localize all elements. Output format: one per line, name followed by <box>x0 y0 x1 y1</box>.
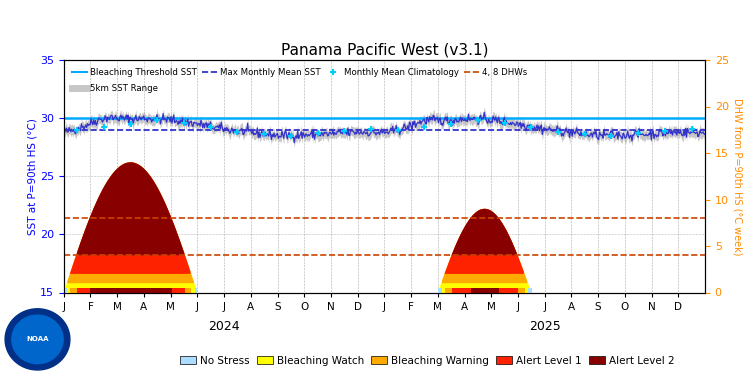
Text: NOAA: NOAA <box>26 336 49 342</box>
Legend: No Stress, Bleaching Watch, Bleaching Warning, Alert Level 1, Alert Level 2: No Stress, Bleaching Watch, Bleaching Wa… <box>176 351 679 370</box>
Y-axis label: DHW from P=90th HS (°C week): DHW from P=90th HS (°C week) <box>733 98 742 255</box>
Legend: 5km SST Range: 5km SST Range <box>68 81 161 96</box>
Polygon shape <box>12 315 63 364</box>
Title: Panama Pacific West (v3.1): Panama Pacific West (v3.1) <box>280 42 488 57</box>
Text: 2025: 2025 <box>529 320 560 333</box>
Y-axis label: SST at P=90th HS (°C): SST at P=90th HS (°C) <box>27 118 38 235</box>
Text: 2024: 2024 <box>209 320 240 333</box>
Polygon shape <box>5 309 70 370</box>
